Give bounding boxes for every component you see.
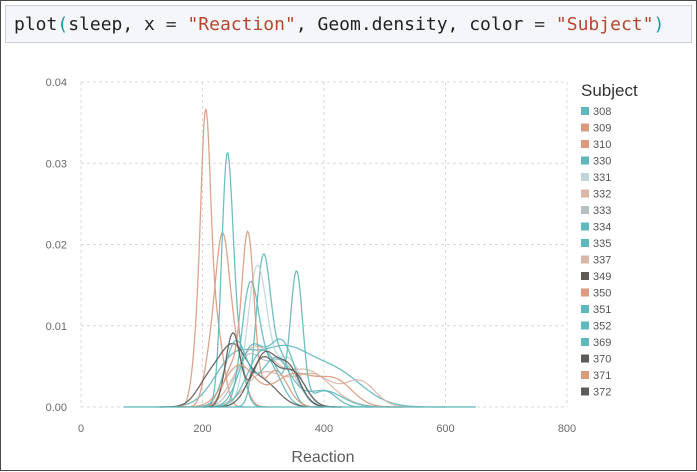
code-function: plot [14,13,58,35]
x-tick-label: 0 [78,423,84,435]
code-cell[interactable]: plot(sleep, x = "Reaction", Geom.density… [5,5,692,43]
legend-swatch-310 [581,140,589,148]
legend-swatch-369 [581,338,589,346]
legend-label-331: 331 [593,172,611,184]
legend-label-369: 369 [593,337,611,349]
legend-label-351: 351 [593,304,611,316]
legend-swatch-372 [581,387,589,396]
legend-swatch-332 [581,189,589,198]
legend-label-352: 352 [593,321,611,333]
y-tick-label: 0.04 [46,77,67,89]
code-string-subject: "Subject" [555,13,654,35]
legend-swatch-331 [581,173,589,181]
legend-label-350: 350 [593,288,611,300]
x-tick-labels: 0 200 400 600 800 [78,423,576,435]
legend-swatch-308 [581,107,589,115]
code-close-paren: ) [653,13,665,35]
legend-swatch-334 [581,222,589,231]
density-curve-308 [155,344,446,408]
density-curve-371 [178,364,405,408]
legend-label-309: 309 [593,123,611,135]
legend-label-308: 308 [593,106,611,118]
density-curve-335 [204,151,265,408]
legend-label-372: 372 [593,387,611,399]
legend-label-335: 335 [593,238,611,250]
legend-label-332: 332 [593,189,611,201]
density-curves [123,108,476,408]
y-tick-labels: 0.00 0.01 0.02 0.03 0.04 [46,77,67,414]
y-tick-label: 0.00 [46,402,67,414]
legend-swatch-352 [581,321,589,330]
legend-swatch-370 [581,354,589,363]
legend-title: Subject [581,81,638,100]
legend-label-333: 333 [593,205,611,217]
code-open-paren: ( [57,13,69,35]
y-tick-label: 0.02 [46,240,67,252]
y-tick-label: 0.03 [46,158,67,170]
x-axis-title: Reaction [291,449,354,466]
legend-swatch-330 [581,156,589,165]
x-tick-label: 400 [315,423,333,435]
legend-swatch-333 [581,206,589,214]
x-tick-label: 600 [436,423,454,435]
density-curve-349 [160,342,324,408]
code-arg-data: sleep, x [68,13,166,35]
plot-grid [80,81,568,408]
legend-swatch-349 [581,272,589,280]
code-equals: = [534,13,546,35]
density-curve-333 [194,352,342,408]
legend-items: 308 309 310 330 331 332 333 334 335 337 349 350 351 3… [581,106,611,399]
code-string-reaction: "Reaction" [187,13,296,35]
legend-swatch-350 [581,288,589,297]
legend-label-334: 334 [593,222,611,234]
legend-swatch-371 [581,371,589,379]
density-curve-310 [184,232,270,408]
legend-label-370: 370 [593,354,611,366]
y-tick-label: 0.01 [46,321,67,333]
code-equals: = [165,13,177,35]
density-curve-370 [203,331,337,408]
x-tick-label: 200 [193,423,211,435]
legend-swatch-335 [581,239,589,247]
legend-label-310: 310 [593,139,611,151]
legend: Subject 308 309 310 330 331 332 333 334 335 337 34… [581,81,638,399]
legend-label-371: 371 [593,370,611,382]
legend-swatch-351 [581,305,589,313]
density-curve-337 [190,371,422,408]
density-curve-351 [192,339,397,408]
legend-label-349: 349 [593,271,611,283]
density-curve-372 [209,355,343,408]
legend-swatch-337 [581,255,589,264]
legend-swatch-309 [581,123,589,132]
legend-label-330: 330 [593,156,611,168]
legend-label-337: 337 [593,255,611,267]
code-arg-geom: , Geom.density, color [295,13,535,35]
x-tick-label: 800 [558,423,576,435]
